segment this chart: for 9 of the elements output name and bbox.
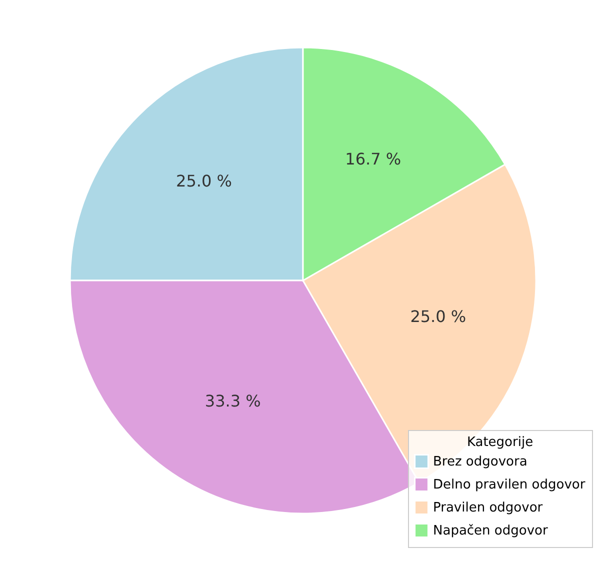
legend-label: Delno pravilen odgovor [433,478,586,492]
data-label: 16.7 % [345,149,402,168]
legend-label: Napačen odgovor [433,524,548,538]
data-label: 25.0 % [410,307,466,326]
data-label: 25.0 % [176,172,232,191]
legend-label: Brez odgovora [433,454,528,470]
legend-title: Kategorije [466,435,534,450]
legend-label: Pravilen odgovor [433,500,544,516]
data-label: 33.3 % [204,392,261,411]
